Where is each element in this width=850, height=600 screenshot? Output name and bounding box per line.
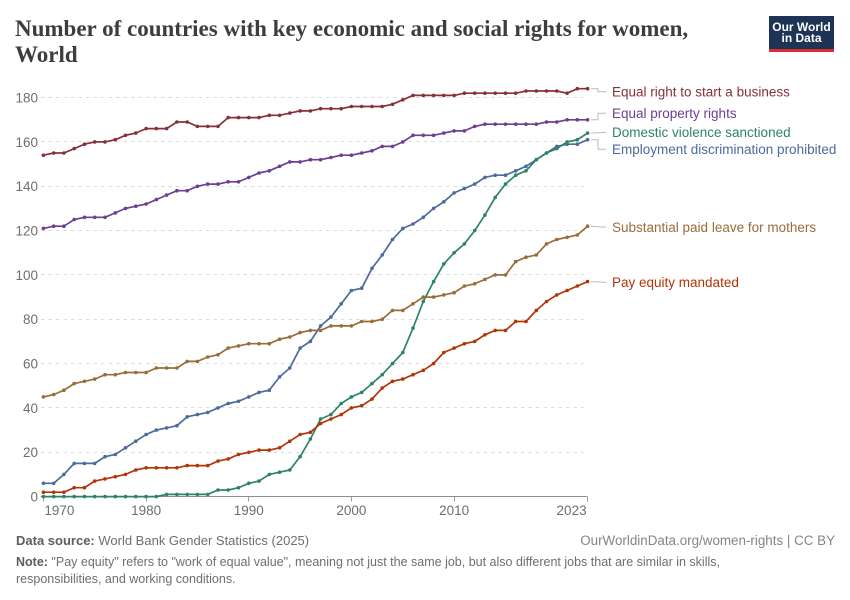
svg-text:80: 80 (23, 312, 38, 327)
svg-text:60: 60 (23, 357, 38, 372)
svg-text:100: 100 (15, 268, 38, 283)
svg-text:Domestic violence sanctioned: Domestic violence sanctioned (612, 125, 791, 140)
svg-text:0: 0 (30, 490, 38, 505)
svg-text:1990: 1990 (234, 503, 264, 518)
svg-text:1980: 1980 (131, 503, 161, 518)
svg-text:Substantial paid leave for mot: Substantial paid leave for mothers (612, 220, 816, 235)
svg-text:20: 20 (23, 445, 38, 460)
svg-text:180: 180 (15, 91, 38, 106)
svg-text:Employment discrimination proh: Employment discrimination prohibited (612, 142, 836, 157)
svg-text:Equal right to start a busines: Equal right to start a business (612, 84, 790, 99)
svg-text:Equal property rights: Equal property rights (612, 106, 737, 121)
svg-text:2023: 2023 (557, 503, 587, 518)
svg-text:Pay equity mandated: Pay equity mandated (612, 275, 739, 290)
svg-text:140: 140 (15, 179, 38, 194)
svg-text:2000: 2000 (336, 503, 366, 518)
svg-text:120: 120 (15, 224, 38, 239)
svg-text:2010: 2010 (439, 503, 469, 518)
svg-text:1970: 1970 (44, 503, 74, 518)
svg-text:40: 40 (23, 401, 38, 416)
svg-text:160: 160 (15, 135, 38, 150)
